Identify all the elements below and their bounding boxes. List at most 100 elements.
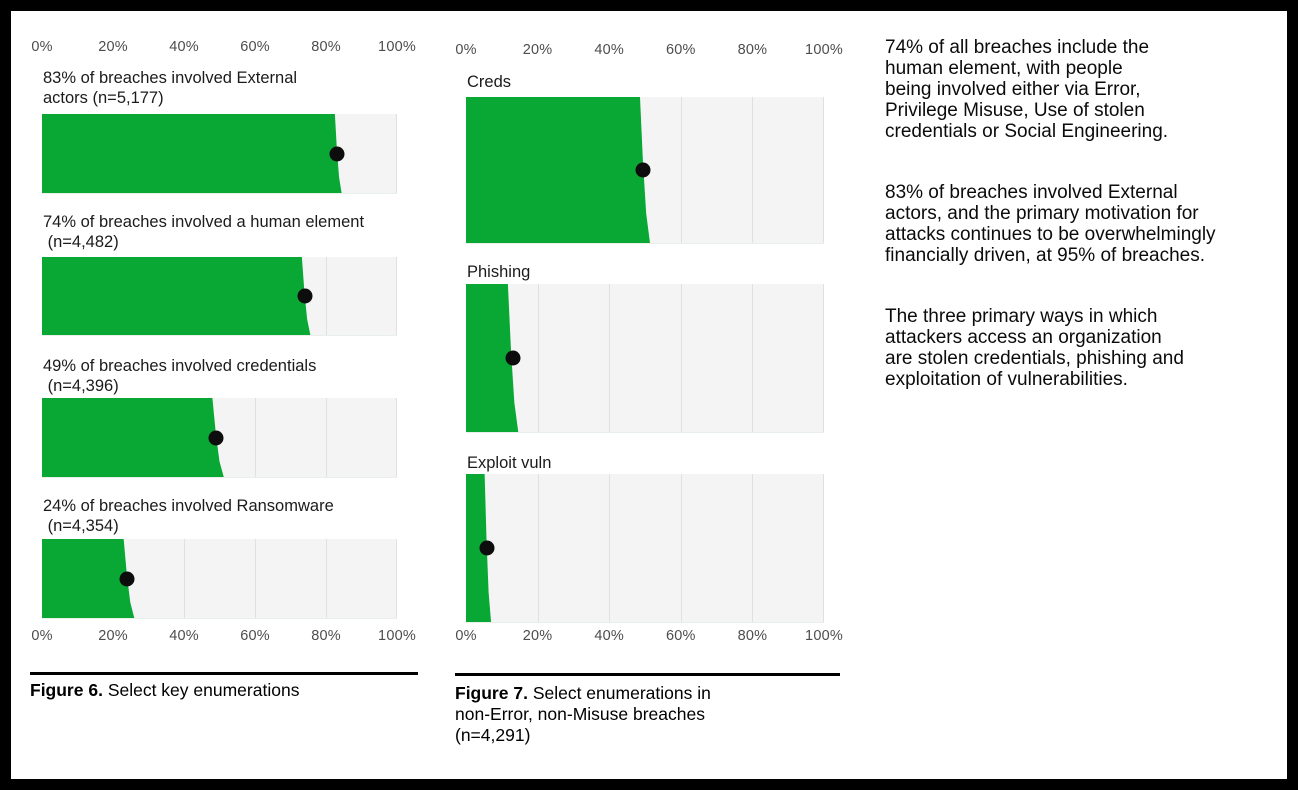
bar-fill xyxy=(42,539,135,618)
axis-tick-label: 60% xyxy=(240,628,270,644)
gridline xyxy=(396,257,397,335)
summary-line: being involved either via Error, xyxy=(885,79,1141,100)
axis-tick-label: 0% xyxy=(31,628,53,644)
summary-line: financially driven, at 95% of breaches. xyxy=(885,245,1206,266)
axis-tick-label: 80% xyxy=(737,628,768,644)
figure-7-caption-text: (n=4,291) xyxy=(455,725,531,745)
gridline xyxy=(609,284,611,432)
summary-line: are stolen credentials, phishing and xyxy=(885,348,1184,369)
gridline xyxy=(680,474,682,622)
bar-label: Creds xyxy=(467,73,855,93)
figure-7-caption-number: Figure 7. xyxy=(455,683,528,703)
gridline xyxy=(537,284,539,432)
summary-text-column: 74% of all breaches include the human ele… xyxy=(885,37,1289,430)
figure-6-chart: 0% 20% 40% 60% 80% 100% 0% 20% 40% 60% 80% 100% 83% … xyxy=(30,30,418,765)
bottom-axis: 0% 20% 40% 60% 80% 100% xyxy=(455,628,842,646)
gridline xyxy=(396,114,397,193)
bar-label: 49% of breaches involved credentials (n=… xyxy=(43,357,428,396)
bar-fill xyxy=(42,257,311,335)
value-dot xyxy=(119,571,135,586)
figure-6-caption-rule xyxy=(30,672,418,675)
gridline xyxy=(823,284,824,432)
gridline xyxy=(752,284,754,432)
summary-line: exploitation of vulnerabilities. xyxy=(885,369,1128,390)
gridline xyxy=(680,97,682,243)
axis-tick-label: 40% xyxy=(594,628,624,644)
bar-label-line: Creds xyxy=(467,73,512,91)
figure-6-caption: Figure 6. Select key enumerations xyxy=(30,680,418,701)
axis-tick-label: 20% xyxy=(522,42,553,58)
gridline xyxy=(255,539,256,618)
summary-line: human element, with people xyxy=(885,58,1123,79)
summary-line: 74% of all breaches include the xyxy=(885,37,1150,58)
summary-line: The three primary ways in which xyxy=(885,306,1158,327)
summary-line: attacks continues to be overwhelmingly xyxy=(885,224,1216,245)
axis-tick-label: 80% xyxy=(311,628,341,644)
gridline xyxy=(537,474,539,622)
figure-7-caption-rule xyxy=(455,673,840,676)
figure-7-chart: 0% 20% 40% 60% 80% 100% 0% 20% 40% 60% 80% 100% Cred… xyxy=(455,30,842,765)
axis-tick-label: 100% xyxy=(378,39,416,55)
bar-label-line: 83% of breaches involved External xyxy=(43,69,298,87)
axis-tick-label: 40% xyxy=(594,42,624,58)
value-dot xyxy=(635,162,651,178)
bar-fill xyxy=(42,114,342,193)
figure-7-caption-text: Select enumerations in xyxy=(532,683,711,703)
bar-label-line: Phishing xyxy=(467,263,531,281)
top-axis: 0% 20% 40% 60% 80% 100% xyxy=(455,42,842,60)
summary-paragraph: 83% of breaches involved External actors,… xyxy=(885,182,1289,266)
gridline xyxy=(823,97,824,243)
gridline xyxy=(609,474,611,622)
summary-line: Privilege Misuse, Use of stolen xyxy=(885,100,1145,121)
gridline xyxy=(184,539,185,618)
bar-label: 24% of breaches involved Ransomware (n=4… xyxy=(43,497,428,536)
summary-line: credentials or Social Engineering. xyxy=(885,121,1169,142)
bar-track xyxy=(466,97,824,244)
axis-tick-label: 100% xyxy=(378,628,416,644)
top-axis: 0% 20% 40% 60% 80% 100% xyxy=(31,39,415,57)
summary-line: attackers access an organization xyxy=(885,327,1162,348)
bar-track xyxy=(42,257,397,336)
axis-tick-label: 40% xyxy=(169,628,199,644)
bar-fill xyxy=(42,398,224,477)
gridline xyxy=(326,398,327,477)
bar-track xyxy=(42,539,397,619)
bar-label-line: Exploit vuln xyxy=(467,454,552,472)
axis-tick-label: 20% xyxy=(522,628,553,644)
bar-track xyxy=(466,284,824,433)
summary-line: 83% of breaches involved External xyxy=(885,182,1178,203)
summary-paragraph: The three primary ways in which attackers… xyxy=(885,306,1289,390)
bar-label: 74% of breaches involved a human element… xyxy=(43,213,428,252)
axis-tick-label: 60% xyxy=(665,42,696,58)
bar-label-line: 74% of breaches involved a human element xyxy=(43,213,365,231)
bar-track xyxy=(42,398,397,478)
axis-tick-label: 40% xyxy=(169,39,199,55)
gridline xyxy=(396,398,397,477)
bar-label-line: (n=4,482) xyxy=(43,232,119,251)
axis-tick-label: 100% xyxy=(805,42,843,58)
value-dot xyxy=(329,146,345,161)
figure-6-caption-number: Figure 6. xyxy=(30,680,103,700)
bar-fill xyxy=(466,474,492,622)
gridline xyxy=(326,539,327,618)
figure-7-caption-text: non-Error, non-Misuse breaches xyxy=(455,704,705,724)
bar-label: Exploit vuln xyxy=(467,454,855,474)
summary-paragraph: 74% of all breaches include the human ele… xyxy=(885,37,1289,142)
figure-6-caption-text: Select key enumerations xyxy=(107,680,300,700)
axis-tick-label: 80% xyxy=(737,42,768,58)
axis-tick-label: 0% xyxy=(31,39,53,55)
bar-label-line: (n=4,396) xyxy=(43,376,119,395)
value-dot xyxy=(297,288,313,304)
figure-6: 0% 20% 40% 60% 80% 100% 0% 20% 40% 60% 80% 100% 83% … xyxy=(30,30,418,765)
bar-label: Phishing xyxy=(467,263,855,283)
summary-line: actors, and the primary motivation for xyxy=(885,203,1199,224)
axis-tick-label: 80% xyxy=(311,39,341,55)
value-dot xyxy=(208,430,224,445)
gridline xyxy=(255,398,256,477)
bar-label: 83% of breaches involved External actors … xyxy=(43,69,428,108)
gridline xyxy=(752,97,754,243)
bar-label-line: actors (n=5,177) xyxy=(43,88,164,107)
gridline xyxy=(396,539,397,618)
gridline xyxy=(680,284,682,432)
